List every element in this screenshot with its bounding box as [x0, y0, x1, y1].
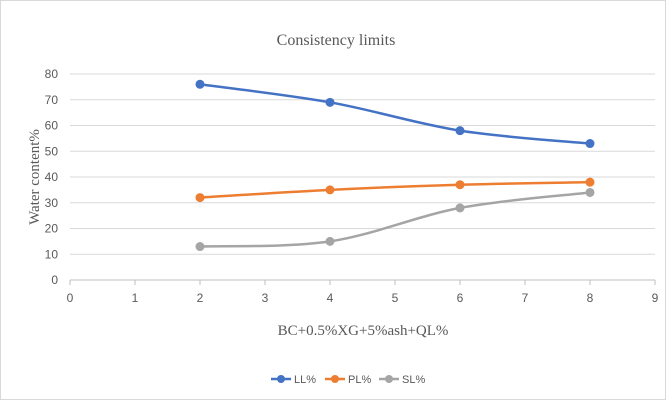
data-point [455, 203, 465, 213]
x-tick-label: 3 [262, 291, 269, 305]
series [195, 79, 595, 252]
tick-labels: 0 10 20 30 40 50 60 70 80 0 1 2 3 4 5 6 7 8 9 [45, 67, 659, 305]
legend-label: SL% [402, 374, 425, 386]
series-line [199, 83, 591, 145]
legend-marker [277, 375, 285, 383]
data-point [585, 139, 595, 149]
data-point [455, 126, 465, 136]
series-sl [195, 187, 595, 252]
x-tick-label: 2 [197, 291, 204, 305]
x-tick-label: 6 [457, 291, 464, 305]
series-pl [195, 177, 595, 203]
legend-marker [385, 375, 393, 383]
x-tick-label: 9 [652, 291, 659, 305]
y-tick-label: 70 [45, 93, 59, 107]
y-tick-label: 60 [45, 119, 59, 133]
y-tick-label: 10 [45, 247, 59, 261]
y-tick-label: 40 [45, 170, 59, 184]
y-tick-label: 0 [51, 273, 58, 287]
data-point [585, 187, 595, 197]
y-tick-label: 80 [45, 67, 59, 81]
grid-lines [70, 73, 655, 255]
data-point [195, 242, 205, 252]
legend-item: PL% [325, 374, 371, 386]
legend-marker [331, 375, 339, 383]
x-tick-label: 1 [132, 291, 139, 305]
x-axis-title: BC+0.5%XG+5%ash+QL% [278, 323, 449, 339]
legend-label: LL% [294, 374, 316, 386]
data-point [195, 193, 205, 203]
legend-item: SL% [379, 374, 425, 386]
series-line [199, 180, 591, 199]
chart-title: Consistency limits [277, 32, 396, 49]
x-tick-label: 5 [392, 291, 399, 305]
y-tick-label: 50 [45, 144, 59, 158]
legend-label: PL% [348, 374, 371, 386]
legend-item: LL% [271, 374, 316, 386]
x-tick-label: 8 [587, 291, 594, 305]
data-point [585, 177, 595, 187]
data-point [325, 236, 335, 246]
y-axis-title: Water content% [27, 129, 43, 225]
legend: LL% PL% SL% [271, 374, 425, 386]
data-point [455, 180, 465, 190]
data-point [325, 97, 335, 107]
series-ll [195, 79, 595, 149]
axes [69, 279, 656, 285]
data-point [325, 185, 335, 195]
y-tick-label: 30 [45, 196, 59, 210]
data-point [195, 79, 205, 89]
x-tick-label: 4 [327, 291, 334, 305]
x-tick-label: 0 [67, 291, 74, 305]
series-line [199, 191, 591, 248]
x-tick-label: 7 [522, 291, 529, 305]
y-tick-label: 20 [45, 222, 59, 236]
